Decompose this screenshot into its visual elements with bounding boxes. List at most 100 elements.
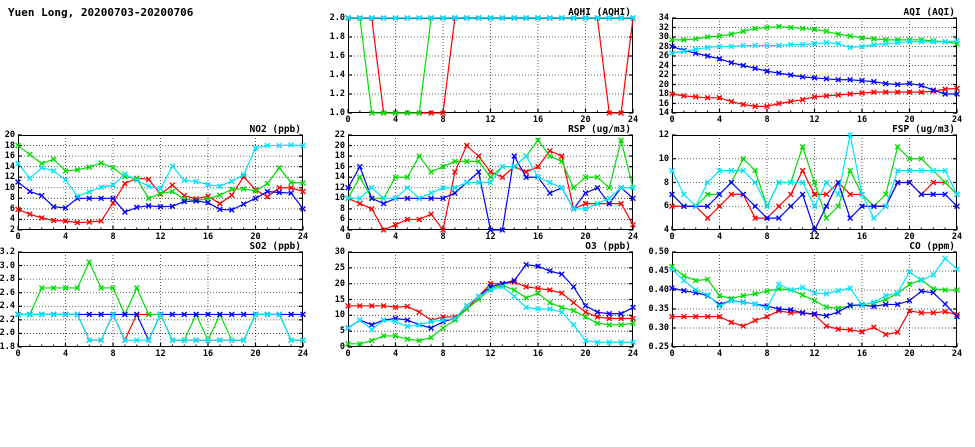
data-point-marker xyxy=(546,190,553,196)
data-point-marker xyxy=(74,166,81,173)
data-point-marker xyxy=(133,285,140,291)
data-point-marker xyxy=(906,297,913,304)
data-point-marker xyxy=(930,87,937,94)
data-point-marker xyxy=(368,195,375,202)
data-point-marker xyxy=(228,186,235,193)
x-tick-label: 4 xyxy=(392,349,399,359)
data-point-marker xyxy=(535,263,541,270)
data-point-marker xyxy=(15,160,21,167)
data-point-marker xyxy=(428,318,435,325)
data-point-marker xyxy=(110,311,116,318)
data-point-marker xyxy=(345,184,351,191)
series-series_4-co xyxy=(669,255,960,312)
data-point-marker xyxy=(669,50,675,57)
data-point-marker xyxy=(582,309,589,316)
data-point-marker xyxy=(775,203,782,210)
data-point-marker xyxy=(487,15,494,21)
data-point-marker xyxy=(918,155,925,162)
data-point-marker xyxy=(264,188,271,195)
data-point-marker xyxy=(606,15,613,21)
x-tick-label: 0 xyxy=(669,232,675,242)
data-point-marker xyxy=(264,180,271,187)
x-tick-label: 4 xyxy=(392,115,399,125)
data-point-marker xyxy=(38,192,45,199)
y-tick-label: 2.0 xyxy=(0,328,15,339)
data-point-marker xyxy=(942,91,949,97)
x-tick-label: 20 xyxy=(580,232,591,242)
data-point-marker xyxy=(870,41,877,48)
data-point-marker xyxy=(535,285,541,292)
data-point-marker xyxy=(475,293,482,300)
data-point-marker xyxy=(704,276,711,283)
data-point-marker xyxy=(930,38,937,45)
data-point-marker xyxy=(546,179,553,186)
data-point-marker xyxy=(775,23,782,30)
data-point-marker xyxy=(823,39,830,46)
data-point-marker xyxy=(511,163,518,170)
data-point-marker xyxy=(918,191,925,198)
data-point-marker xyxy=(752,203,759,210)
x-tick-label: 20 xyxy=(580,349,591,359)
data-point-marker xyxy=(475,158,482,165)
data-point-marker xyxy=(906,89,913,95)
x-tick-label: 16 xyxy=(532,115,544,125)
chart-title-co: CO (ppm) xyxy=(909,241,955,252)
x-tick-label: 4 xyxy=(716,349,723,359)
data-point-marker xyxy=(680,48,687,55)
data-point-marker xyxy=(74,285,81,291)
data-point-marker xyxy=(181,198,188,205)
data-point-marker xyxy=(764,305,770,312)
data-point-marker xyxy=(787,306,794,313)
data-point-marker xyxy=(954,37,960,44)
data-point-marker xyxy=(404,336,411,342)
data-point-marker xyxy=(169,188,176,195)
data-point-marker xyxy=(930,167,937,174)
data-point-marker xyxy=(882,292,889,299)
data-point-marker xyxy=(594,314,601,320)
data-point-marker xyxy=(680,273,687,279)
data-point-marker xyxy=(475,15,482,21)
y-tick-label: 2 xyxy=(9,225,15,235)
x-tick-label: 8 xyxy=(110,349,116,359)
data-point-marker xyxy=(906,38,913,45)
data-point-marker xyxy=(546,153,553,160)
data-point-marker xyxy=(15,179,21,185)
data-point-marker xyxy=(475,169,482,175)
data-point-marker xyxy=(594,174,601,181)
data-point-marker xyxy=(775,100,782,107)
data-point-marker xyxy=(499,227,506,233)
data-point-marker xyxy=(288,184,295,191)
data-point-marker xyxy=(618,339,625,346)
x-tick-label: 20 xyxy=(580,115,591,125)
y-tick-label: 0 xyxy=(339,342,345,352)
y-tick-label: 14 xyxy=(658,108,669,118)
data-point-marker xyxy=(404,15,411,21)
data-point-marker xyxy=(356,195,363,202)
y-tick-label: 1.0 xyxy=(329,108,345,118)
data-point-marker xyxy=(26,175,33,182)
chart-panel-aqi: AQI (AQI) 14 16 18 20 22 24 26 28 30 32 34 0 4 8 12 16 20… xyxy=(659,7,962,129)
data-point-marker xyxy=(704,191,711,198)
data-point-marker xyxy=(704,313,711,320)
data-point-marker xyxy=(205,337,211,344)
data-point-marker xyxy=(50,156,57,163)
data-point-marker xyxy=(894,81,901,88)
data-point-marker xyxy=(523,174,530,181)
data-point-marker xyxy=(570,307,577,314)
data-point-marker xyxy=(523,283,530,290)
data-point-marker xyxy=(775,215,782,222)
x-tick-label: 20 xyxy=(904,232,915,242)
series-series_3-no2 xyxy=(15,179,306,215)
data-point-marker xyxy=(930,271,937,278)
data-point-marker xyxy=(692,277,699,284)
data-point-marker xyxy=(799,309,806,316)
data-point-marker xyxy=(145,311,152,318)
data-point-marker xyxy=(764,24,770,31)
x-tick-label: 20 xyxy=(904,115,915,125)
data-point-marker xyxy=(463,142,470,149)
data-point-marker xyxy=(669,91,675,97)
data-point-marker xyxy=(169,337,176,344)
data-point-marker xyxy=(475,179,482,186)
data-point-marker xyxy=(954,91,960,97)
